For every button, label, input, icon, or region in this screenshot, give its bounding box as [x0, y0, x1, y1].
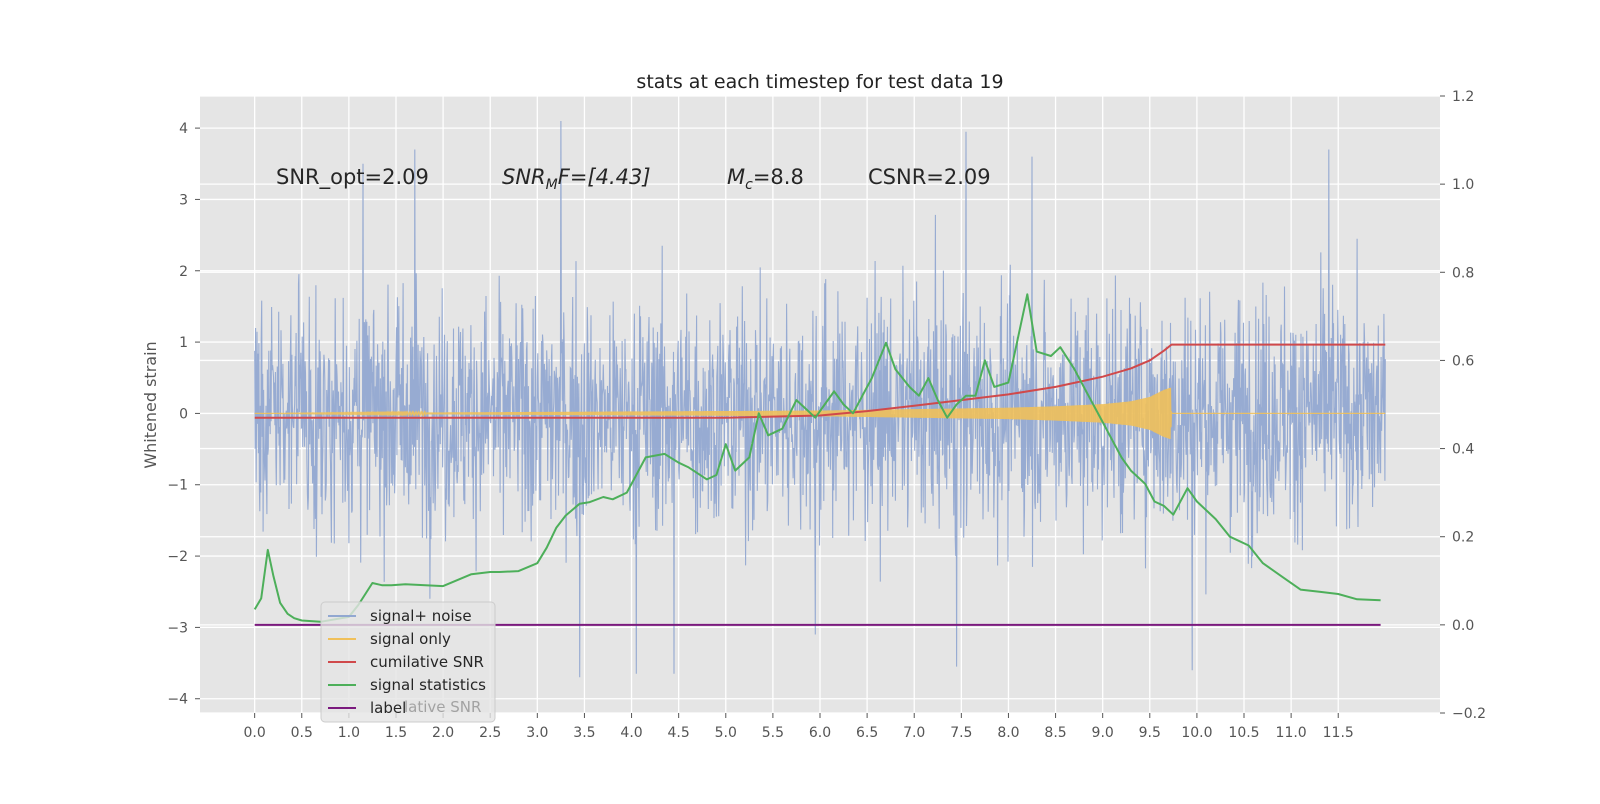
- y-tick-label: 4: [179, 121, 188, 137]
- x-tick-label: 5.0: [715, 725, 737, 741]
- csnr-annotation: CSNR=2.09: [868, 165, 991, 189]
- snr-mf-main: SNR: [502, 165, 546, 189]
- x-tick-label: 1.5: [385, 725, 407, 741]
- x-tick-label: 5.5: [762, 725, 784, 741]
- x-tick-label: 0.5: [291, 725, 313, 741]
- annotation-layer: SNR_opt=2.09 SNRMF=[4.43] Mc=8.8 CSNR=2.…: [276, 165, 991, 193]
- y-tick-label: −1: [167, 478, 188, 494]
- y2-tick-label: 1.2: [1452, 89, 1474, 105]
- legend-hidden-text: lative SNR: [404, 698, 481, 716]
- legend: lative SNR signal+ noise signal only cumil…: [320, 601, 496, 723]
- legend-label: label: [370, 699, 406, 717]
- legend-label: signal+ noise: [370, 607, 472, 625]
- legend-label: signal only: [370, 630, 451, 648]
- x-tick-label: 9.5: [1139, 725, 1161, 741]
- x-tick-label: 4.5: [668, 725, 690, 741]
- y2-tick-label: 1.0: [1452, 177, 1474, 193]
- y-tick-label: −4: [167, 692, 188, 708]
- y2-tick-label: 0.2: [1452, 530, 1474, 546]
- snr-mf-subscript: M: [546, 177, 558, 193]
- x-tick-label: 6.5: [856, 725, 878, 741]
- x-tick-label: 4.0: [620, 725, 642, 741]
- chirp-mass-rest: =8.8: [753, 165, 804, 189]
- x-tick-label: 3.5: [573, 725, 595, 741]
- x-tick-label: 2.0: [432, 725, 454, 741]
- y-axis-label: Whitened strain: [141, 341, 160, 468]
- x-tick-label: 10.0: [1181, 725, 1212, 741]
- snr-mf-annotation: SNRMF=[4.43]: [502, 165, 651, 193]
- x-tick-label: 11.5: [1323, 725, 1354, 741]
- chirp-mass-main: M: [727, 165, 745, 189]
- chirp-mass-subscript: c: [745, 177, 753, 193]
- signal-statistics-line: [253, 293, 1381, 623]
- x-tick-label: 8.0: [997, 725, 1019, 741]
- chart-title: stats at each timestep for test data 19: [636, 71, 1003, 93]
- chirp-mass-annotation: Mc=8.8: [727, 165, 804, 193]
- y-tick-label: −3: [167, 620, 188, 636]
- legend-items: signal+ noise signal only cumilative SNR si…: [328, 607, 486, 717]
- y2-tick-label: 0.6: [1452, 353, 1474, 369]
- x-tick-label: 0.0: [244, 725, 266, 741]
- y-tick-label: 0: [179, 406, 188, 422]
- x-tick-label: 7.0: [903, 725, 925, 741]
- x-tick-label: 6.0: [809, 725, 831, 741]
- x-tick-label: 2.5: [479, 725, 501, 741]
- y2-tick-label: 0.4: [1452, 442, 1474, 458]
- x-tick-label: 8.5: [1044, 725, 1066, 741]
- x-tick-label: 3.0: [526, 725, 548, 741]
- y-tick-label: −2: [167, 549, 188, 565]
- y-tick-label: 3: [179, 192, 188, 208]
- y-tick-label: 2: [179, 264, 188, 280]
- x-tick-label: 10.5: [1228, 725, 1259, 741]
- legend-label: cumilative SNR: [370, 653, 484, 671]
- y2-tick-label: 0.8: [1452, 265, 1474, 281]
- snr-opt-annotation: SNR_opt=2.09: [276, 165, 429, 190]
- x-tick-label: 9.0: [1092, 725, 1114, 741]
- y2-tick-label: 0.0: [1452, 618, 1474, 634]
- tick-layer: 0.0 0.5 1.0 1.5 2.0 2.5 3.0 3.5 4.0 4.5 5.0 5.5 6.0 6…: [167, 89, 1486, 741]
- y2-tick-label: −0.2: [1452, 706, 1486, 722]
- x-tick-label: 11.0: [1276, 725, 1307, 741]
- snr-mf-rest: F=[4.43]: [558, 165, 651, 189]
- y-tick-label: 1: [179, 335, 188, 351]
- x-tick-label: 1.0: [338, 725, 360, 741]
- legend-label: signal statistics: [370, 676, 486, 694]
- x-tick-label: 7.5: [950, 725, 972, 741]
- legend-box: [320, 601, 496, 723]
